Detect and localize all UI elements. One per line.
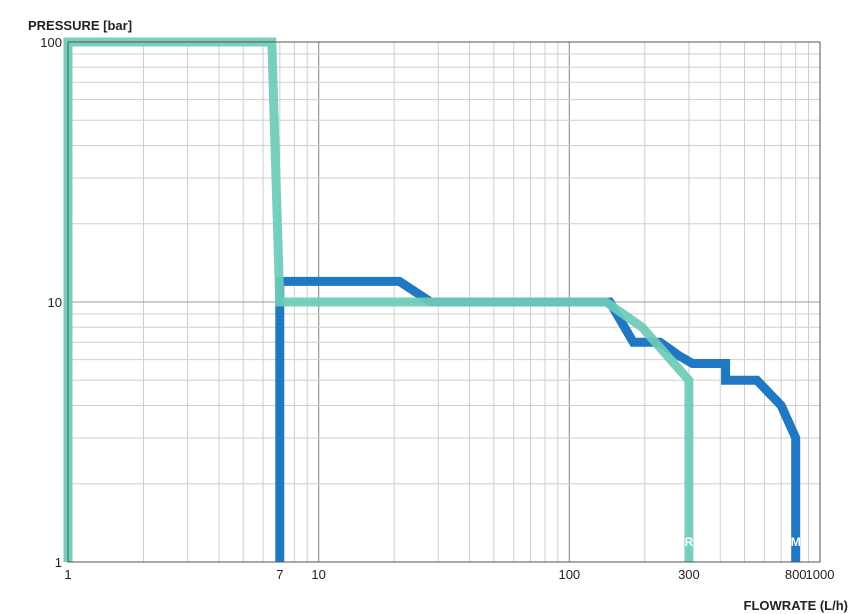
- series-tag-r: R: [685, 535, 694, 549]
- x-tick-label: 1000: [806, 567, 835, 582]
- x-tick-label: 800: [785, 567, 807, 582]
- y-tick-label: 10: [48, 295, 62, 310]
- series-line-m: [275, 276, 801, 562]
- y-tick-label: 1: [55, 555, 62, 570]
- x-tick-label: 1: [64, 567, 71, 582]
- x-tick-label: 10: [311, 567, 325, 582]
- series-tags: MR: [685, 535, 801, 549]
- y-axis-title: PRESSURE [bar]: [28, 18, 132, 33]
- y-tick-label: 100: [40, 35, 62, 50]
- x-axis-title: FLOWRATE (L/h): [744, 598, 848, 613]
- x-tick-label: 7: [276, 567, 283, 582]
- plot-frame: [67, 41, 821, 563]
- series-tag-m: M: [791, 535, 801, 549]
- x-tick-label: 100: [558, 567, 580, 582]
- x-tick-label: 300: [678, 567, 700, 582]
